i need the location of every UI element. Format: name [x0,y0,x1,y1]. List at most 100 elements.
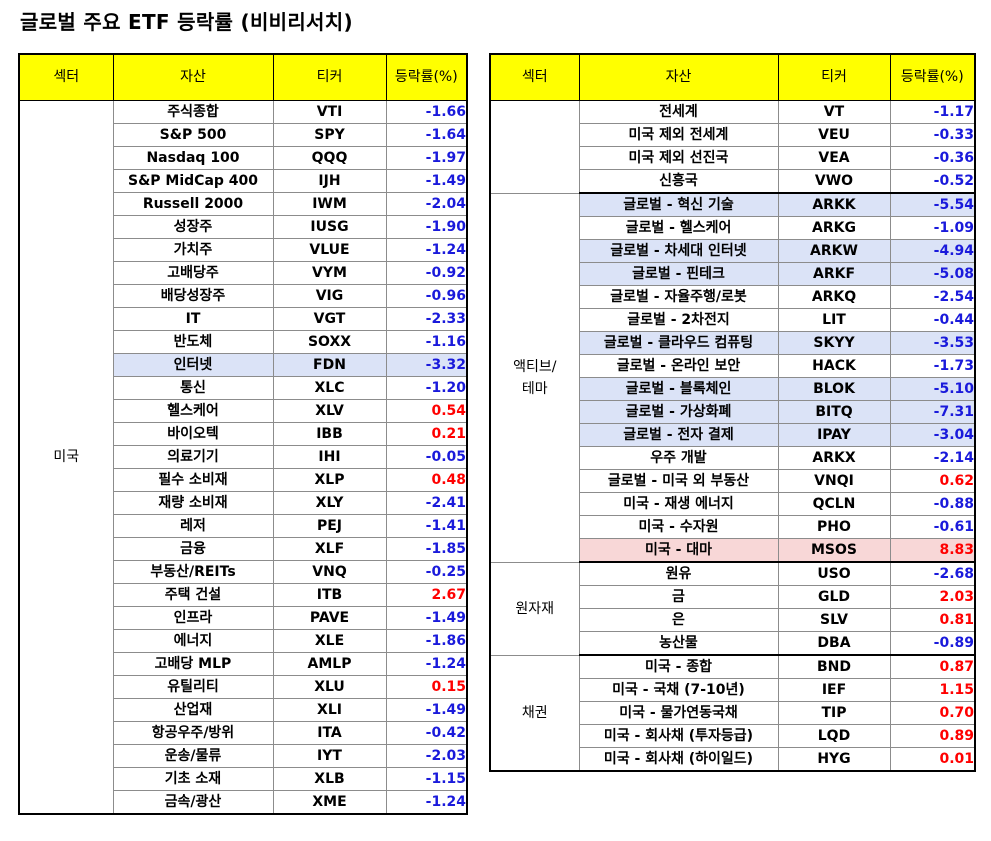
header-change: 등락률(%) [889,53,976,101]
table-row: 통신 XLC -1.20 [19,376,468,400]
asset-name: 의료기기 [112,445,274,469]
table-row: 글로벌 - 자율주행/로봇 ARKQ -2.54 [490,285,976,309]
table-row: 헬스케어 XLV 0.54 [19,399,468,423]
change-value: -5.10 [889,377,976,401]
table-row: 미국 - 국채 (7-10년) IEF 1.15 [490,678,976,702]
change-value: -1.86 [385,629,468,653]
table-row: 미국 제외 전세계 VEU -0.33 [490,123,976,147]
table-row: 미국 - 재생 에너지 QCLN -0.88 [490,492,976,516]
table-row: S&P MidCap 400 IJH -1.49 [19,169,468,193]
table-row: 고배당주 VYM -0.92 [19,261,468,285]
table-row: 미국 제외 선진국 VEA -0.36 [490,146,976,170]
ticker-symbol: VGT [272,307,387,331]
asset-name: 재량 소비재 [112,491,274,515]
asset-name: 반도체 [112,330,274,354]
change-value: -1.73 [889,354,976,378]
asset-name: 레저 [112,514,274,538]
asset-name: 미국 - 수자원 [578,515,779,539]
sector-cell: 채권 [489,654,580,772]
header-sector: 섹터 [489,53,580,101]
change-value: 0.62 [889,469,976,493]
table-row: 재량 소비재 XLY -2.41 [19,491,468,515]
ticker-symbol: HYG [777,747,891,772]
change-value: -1.24 [385,238,468,262]
change-value: -7.31 [889,400,976,424]
ticker-symbol: IPAY [777,423,891,447]
ticker-symbol: BITQ [777,400,891,424]
asset-name: 미국 - 회사채 (투자등급) [578,724,779,748]
change-value: -1.24 [385,790,468,815]
table-row: 필수 소비재 XLP 0.48 [19,468,468,492]
ticker-symbol: GLD [777,585,891,609]
table-row: 액티브/ 테마 글로벌 - 혁신 기술 ARKK -5.54 [489,192,976,563]
asset-name: 글로벌 - 자율주행/로봇 [578,285,779,309]
header-asset: 자산 [112,53,274,101]
table-row: 글로벌 - 가상화폐 BITQ -7.31 [490,400,976,424]
header-asset: 자산 [578,53,779,101]
table-row: 신흥국 VWO -0.52 [490,169,976,194]
table-row: 금속/광산 XME -1.24 [19,790,468,815]
ticker-symbol: USO [777,561,891,586]
change-value: -0.96 [385,284,468,308]
ticker-symbol: IWM [272,192,387,216]
change-value: -0.36 [889,146,976,170]
change-value: 0.48 [385,468,468,492]
change-value: -1.16 [385,330,468,354]
asset-name: 고배당 MLP [112,652,274,676]
change-value: -1.09 [889,216,976,240]
asset-name: 인터넷 [112,353,274,377]
ticker-symbol: XLV [272,399,387,423]
table-row: 글로벌 - 전자 결제 IPAY -3.04 [490,423,976,447]
table-row: 전세계 VT -1.17 [489,100,976,194]
ticker-symbol: ITA [272,721,387,745]
header-sector: 섹터 [18,53,114,101]
change-value: -1.64 [385,123,468,147]
asset-name: 글로벌 - 혁신 기술 [578,192,779,217]
change-value: 0.15 [385,675,468,699]
change-value: -5.54 [889,192,976,217]
asset-name: 미국 - 회사채 (하이일드) [578,747,779,772]
asset-name: 원유 [578,561,779,586]
ticker-symbol: SLV [777,608,891,632]
ticker-symbol: XLI [272,698,387,722]
asset-name: 글로벌 - 가상화폐 [578,400,779,424]
header-ticker: 티커 [272,53,387,101]
ticker-symbol: VNQ [272,560,387,584]
ticker-symbol: LQD [777,724,891,748]
table-row: 미국 - 회사채 (투자등급) LQD 0.89 [490,724,976,748]
change-value: 2.67 [385,583,468,607]
asset-name: 글로벌 - 핀테크 [578,262,779,286]
change-value: -0.88 [889,492,976,516]
asset-name: 글로벌 - 전자 결제 [578,423,779,447]
change-value: -0.61 [889,515,976,539]
asset-name: 금융 [112,537,274,561]
change-value: -1.20 [385,376,468,400]
change-value: 1.15 [889,678,976,702]
ticker-symbol: DBA [777,631,891,656]
table-row: 인터넷 FDN -3.32 [19,353,468,377]
asset-name: 통신 [112,376,274,400]
table-row: 금융 XLF -1.85 [19,537,468,561]
asset-name: 가치주 [112,238,274,262]
change-value: 0.21 [385,422,468,446]
ticker-symbol: ARKQ [777,285,891,309]
asset-name: 농산물 [578,631,779,656]
table-row: 원자재 원유 USO -2.68 [489,561,976,656]
ticker-symbol: XLE [272,629,387,653]
ticker-symbol: VEA [777,146,891,170]
change-value: -0.52 [889,169,976,194]
change-value: -1.17 [889,100,976,124]
asset-name: S&P MidCap 400 [112,169,274,193]
us-etf-table: 섹터 자산 티커 등락률(%) 미국 주식종합 VTI -1.66 S&P 500 SPY… [18,53,468,815]
ticker-symbol: ITB [272,583,387,607]
asset-name: 미국 - 종합 [578,654,779,679]
table-row: 글로벌 - 미국 외 부동산 VNQI 0.62 [490,469,976,493]
change-value: -3.53 [889,331,976,355]
change-value: -4.94 [889,239,976,263]
change-value: -0.42 [385,721,468,745]
table-row: 유틸리티 XLU 0.15 [19,675,468,699]
asset-name: 바이오텍 [112,422,274,446]
change-value: -5.08 [889,262,976,286]
ticker-symbol: ARKK [777,192,891,217]
ticker-symbol: VIG [272,284,387,308]
